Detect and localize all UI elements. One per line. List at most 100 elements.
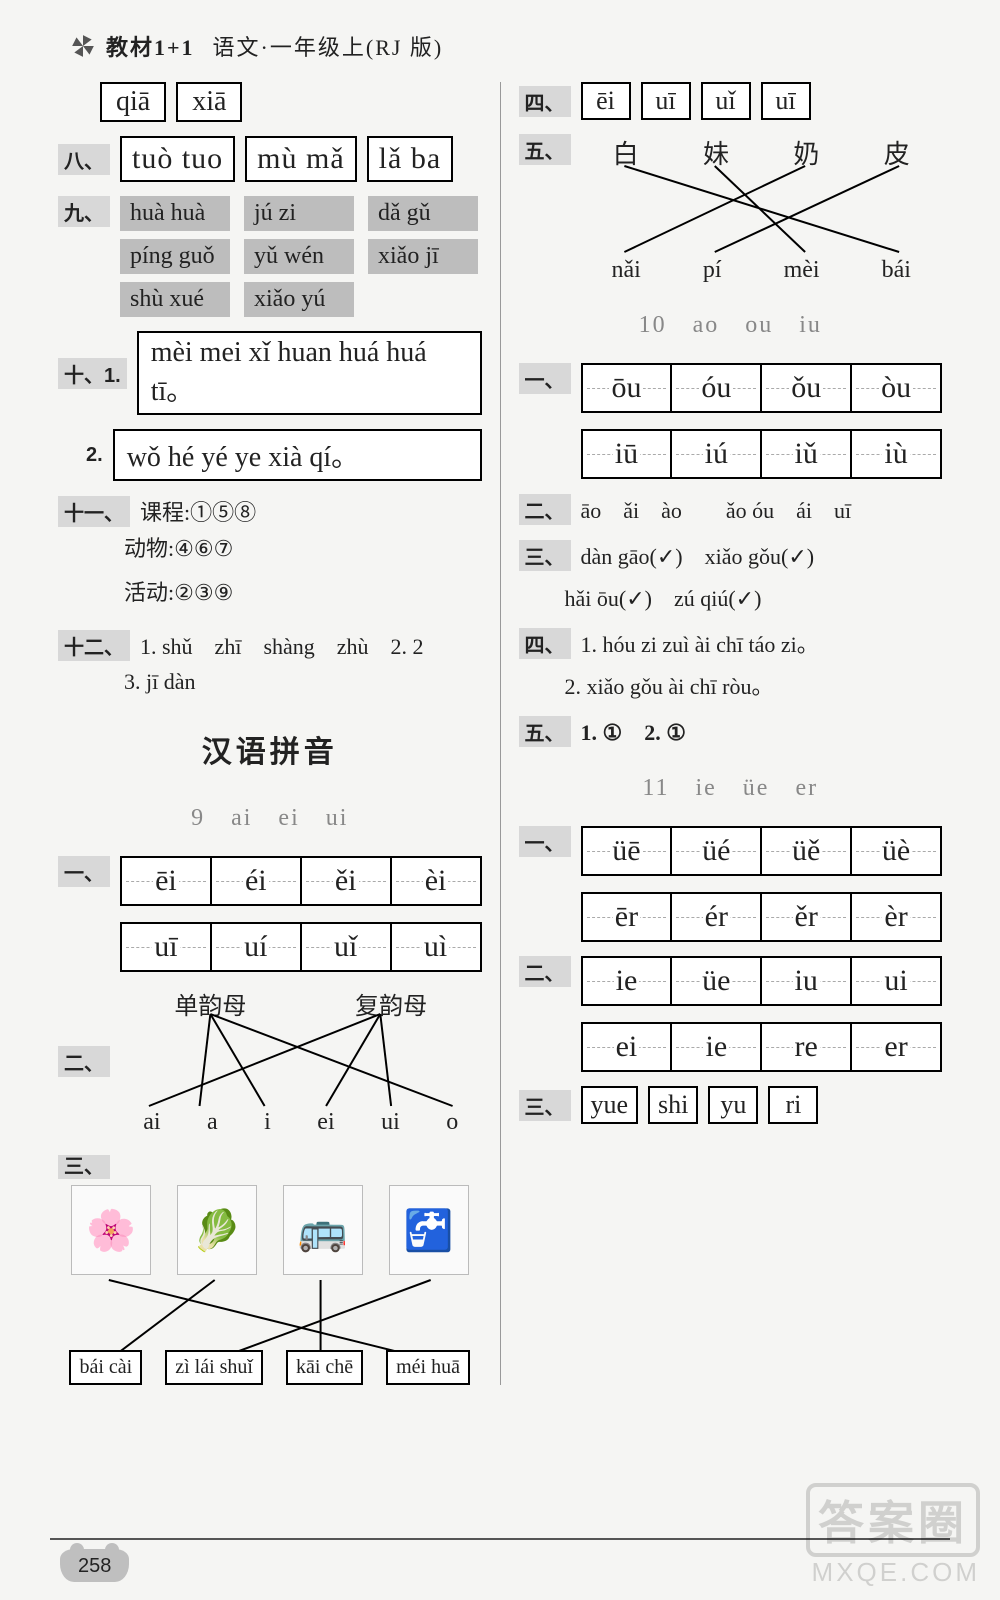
pinyin-chip: xiǎo jī [368,239,478,274]
lesson9-2: 二、 单韵母 复韵母 [58,986,482,1136]
cell: èi [423,864,449,897]
item-number: 九、 [58,196,110,227]
pinyin-chip: shù xué [120,282,230,317]
answer-line: 1. ① 2. ① [581,715,686,747]
cell: ǒu [789,371,823,404]
watermark-url: MXQE.COM [806,1557,980,1588]
cell: éi [243,864,269,897]
row-12: 十二、 1. shǔ zhī shàng zhù 2. 2 3. jī dàn [58,629,482,695]
lesson11-2: 二、 ie üe iu ui ei ie re er [519,956,943,1072]
pinyin-chip: xiǎo yú [244,282,354,317]
pinyin-label: kāi chē [286,1350,363,1385]
pinyin-box: lǎ ba [367,136,453,182]
cell: re [793,1030,820,1063]
item-number: 2. [86,444,103,467]
cell: ěi [333,864,359,897]
item-number: 一、 [519,826,571,857]
pinyin-chip: jú zi [244,196,354,231]
category-label: 动物: [124,536,174,561]
picture-icon: 🚰 [389,1185,469,1275]
row-11: 十一、 课程:①⑤⑧ 动物:④⑥⑦ 活动:②③⑨ [58,495,482,615]
pinyin-label: méi huā [386,1350,470,1385]
pinyin-chip: píng guǒ [120,239,230,274]
item-number: 五、 [519,716,571,747]
lesson11-1: 一、 üē üé üě üè ēr ér ěr èr [519,826,943,942]
answer-line: hǎi ōu(✓) zú qiú(✓) [565,581,943,613]
pinyin-box: yue [581,1086,639,1124]
cell: iu [793,964,820,997]
category-value: ①⑤⑧ [190,500,256,525]
cell: ie [703,1030,729,1063]
picture-icon: 🚌 [283,1185,363,1275]
item-number: 四、 [519,86,571,117]
cell: üè [880,834,912,867]
item-number: 一、 [519,363,571,394]
item-number: 十、1. [58,358,127,389]
left-column: qiā xiā 八、 tuò tuo mù mǎ lǎ ba 九、 huà hu… [50,82,501,1385]
cell: uǐ [332,930,359,963]
tone-table: ōu óu ǒu òu [581,363,943,413]
pinyin-label: zì lái shuǐ [165,1350,263,1385]
cell: uī [152,930,179,963]
item-number: 三、 [519,540,571,571]
cell: èr [882,900,909,933]
lesson9-1: 一、 ēi éi ěi èi uī uí uǐ uì [58,856,482,972]
cell: ui [882,964,909,997]
row-10-1: 十、1. mèi mei xǐ huan huá huá tī。 [58,331,482,415]
match-label: ai [143,1109,160,1136]
right-column: 四、 ēi uī uǐ uī 五、 白 妹 奶 皮 [511,82,951,1385]
pinyin-box: ēi [581,82,631,120]
picture-icon: 🌸 [71,1185,151,1275]
chip-grid: huà huà jú zi dǎ gǔ píng guǒ yǔ wén xiǎo… [120,196,478,317]
match-label: bái [882,257,911,284]
lesson-subtitle: 9 ai ei ui [58,797,482,832]
pinyin-box: ri [768,1086,818,1124]
category-value: ④⑥⑦ [174,536,233,561]
cell: ēr [613,900,640,933]
cell: üě [790,834,822,867]
match-label: nǎi [612,257,641,284]
cell: iù [882,437,909,470]
cell: ei [614,1030,640,1063]
tone-table: ie üe iu ui [581,956,943,1006]
cell: iǔ [793,437,820,470]
category-label: 活动: [124,580,174,605]
item-number: 一、 [58,856,110,887]
category-value: ②③⑨ [174,580,233,605]
cell: uí [242,930,269,963]
pinyin-box: uī [641,82,691,120]
row-qiaxia: qiā xiā [100,82,482,122]
cell: üe [700,964,732,997]
cell: óu [699,371,733,404]
lesson11-3: 三、 yue shi yu ri [519,1086,943,1124]
content-columns: qiā xiā 八、 tuò tuo mù mǎ lǎ ba 九、 huà hu… [50,82,950,1385]
answer-line: 2. xiǎo gǒu ài chī ròu。 [565,669,943,701]
lesson-subtitle: 10 ao ou iu [519,304,943,339]
header-title: 教材1+1 [106,30,195,62]
item-number: 八、 [58,144,110,175]
pinyin-box: yu [708,1086,758,1124]
answer-line: 3. jī dàn [124,669,482,695]
match-label: i [264,1109,271,1136]
answer-line: 1. shǔ zhī shàng zhù 2. 2 [140,629,424,661]
pinyin-chip: huà huà [120,196,230,231]
watermark-text: 答案圈 [806,1483,980,1557]
pinyin-box: mù mǎ [245,136,357,182]
match-label: a [207,1109,218,1136]
match-label: ui [381,1109,400,1136]
tone-table: iū iú iǔ iù [581,429,943,479]
cell: üé [700,834,732,867]
cell: òu [879,371,913,404]
tone-table: üē üé üě üè [581,826,943,876]
cell: uì [422,930,449,963]
row-8: 八、 tuò tuo mù mǎ lǎ ba [58,136,482,182]
pinyin-box: tuò tuo [120,136,235,182]
lesson10-5: 五、 1. ① 2. ① [519,715,943,747]
cell: er [882,1030,909,1063]
pinyin-box: uǐ [701,82,751,120]
pinyin-box: uī [761,82,811,120]
pinyin-box: qiā [100,82,166,122]
cell: iú [703,437,730,470]
match-label: pí [703,257,722,284]
tone-table: uī uí uǐ uì [120,922,482,972]
